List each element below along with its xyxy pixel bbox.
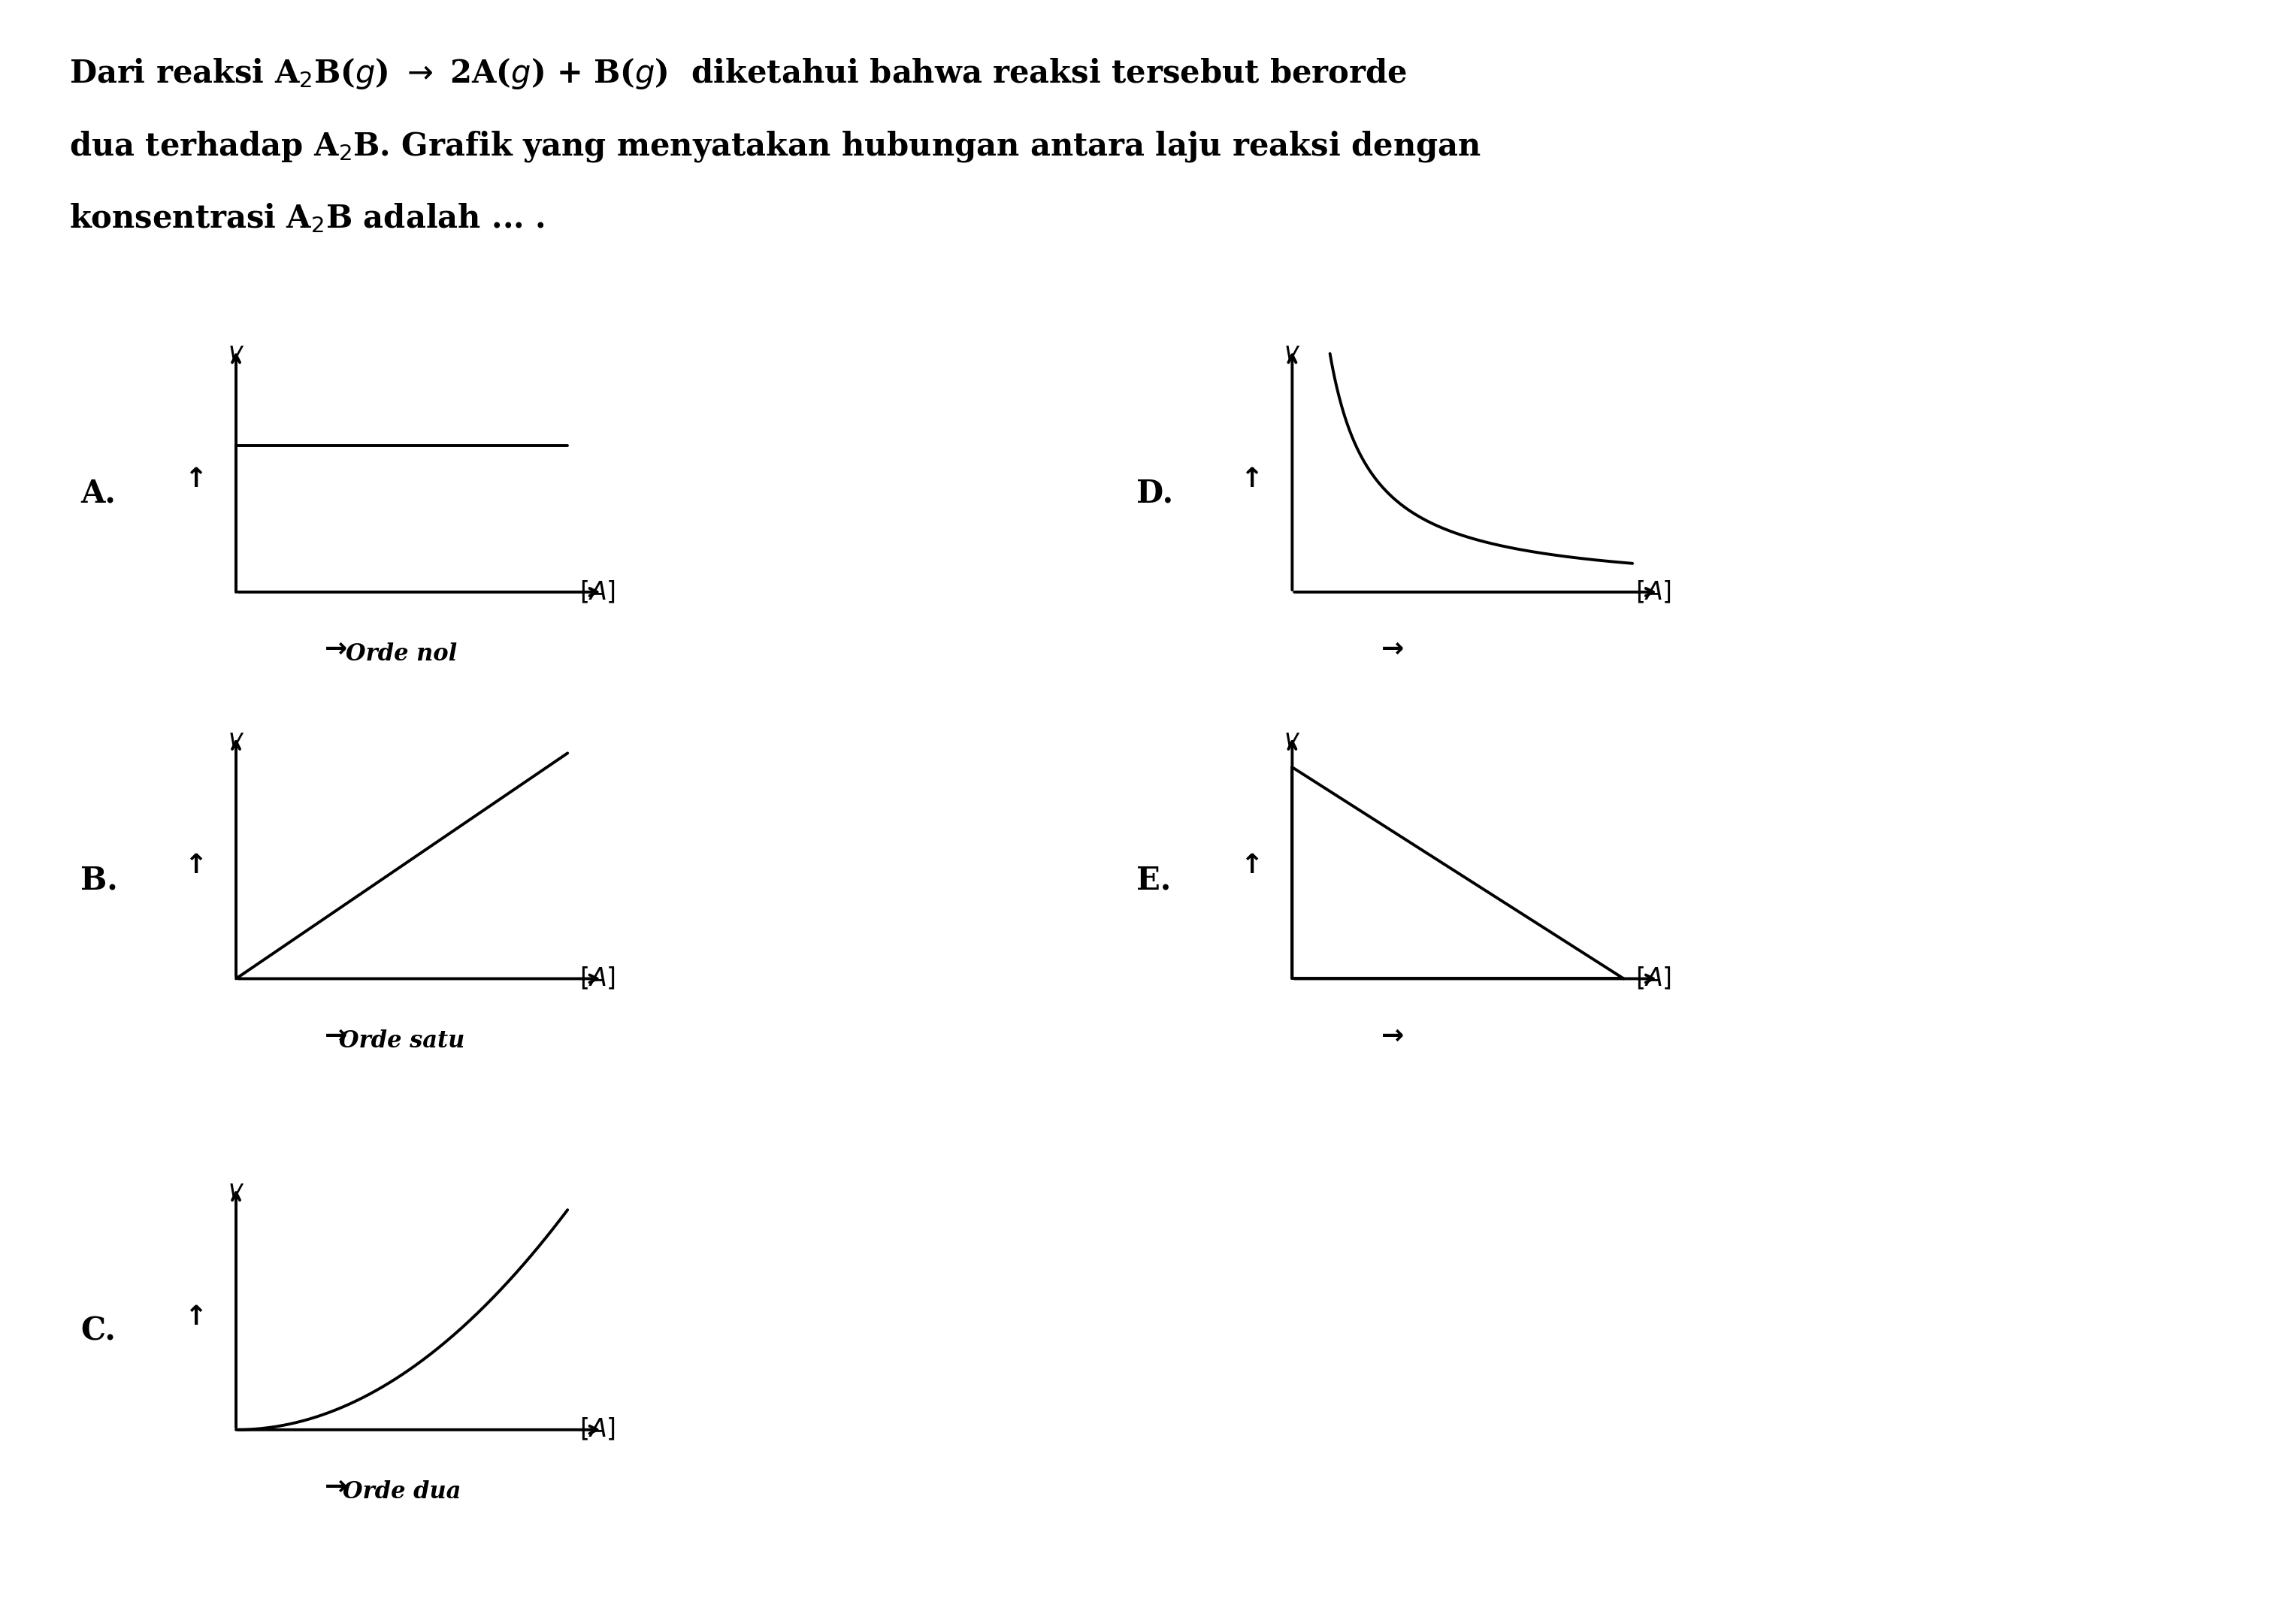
- Text: $[A]$: $[A]$: [1635, 580, 1671, 604]
- Text: Orde dua: Orde dua: [342, 1481, 461, 1503]
- Text: C.: C.: [80, 1315, 115, 1347]
- Text: A.: A.: [80, 477, 115, 509]
- Text: dua terhadap A$_2$B. Grafik yang menyatakan hubungan antara laju reaksi dengan: dua terhadap A$_2$B. Grafik yang menyata…: [69, 129, 1481, 163]
- Text: Orde satu: Orde satu: [340, 1029, 464, 1052]
- Text: →: →: [326, 1474, 347, 1500]
- Text: ↑: ↑: [1240, 854, 1263, 878]
- Text: →: →: [326, 1023, 347, 1049]
- Text: $[A]$: $[A]$: [579, 967, 615, 991]
- Text: $v$: $v$: [227, 1179, 243, 1203]
- Text: →: →: [1382, 1023, 1403, 1049]
- Text: Dari reaksi A$_2$B($g$) $\rightarrow$ 2A($g$) + B($g$)  diketahui bahwa reaksi t: Dari reaksi A$_2$B($g$) $\rightarrow$ 2A…: [69, 56, 1407, 90]
- Text: →: →: [1382, 636, 1403, 662]
- Text: ↑: ↑: [1240, 467, 1263, 491]
- Text: konsentrasi A$_2$B adalah ... .: konsentrasi A$_2$B adalah ... .: [69, 201, 544, 234]
- Text: Orde nol: Orde nol: [347, 643, 457, 665]
- Text: $v$: $v$: [227, 728, 243, 752]
- Text: →: →: [326, 636, 347, 662]
- Text: ↑: ↑: [184, 1305, 207, 1329]
- Text: E.: E.: [1137, 863, 1171, 896]
- Text: $[A]$: $[A]$: [579, 580, 615, 604]
- Text: $v$: $v$: [227, 342, 243, 366]
- Text: $[A]$: $[A]$: [579, 1418, 615, 1442]
- Text: D.: D.: [1137, 477, 1173, 509]
- Text: ↑: ↑: [184, 854, 207, 878]
- Text: B.: B.: [80, 863, 117, 896]
- Text: ↑: ↑: [184, 467, 207, 491]
- Text: $v$: $v$: [1283, 728, 1300, 752]
- Text: $v$: $v$: [1283, 342, 1300, 366]
- Text: $[A]$: $[A]$: [1635, 967, 1671, 991]
